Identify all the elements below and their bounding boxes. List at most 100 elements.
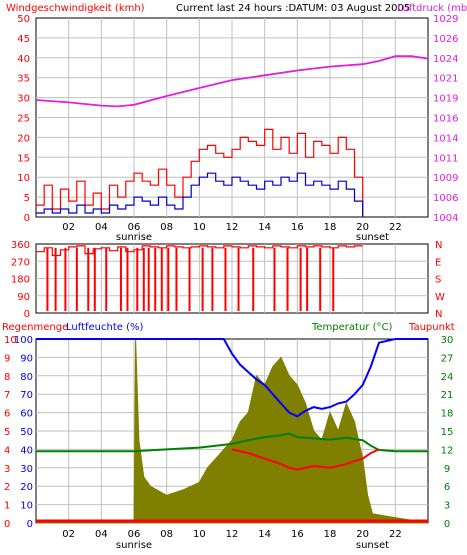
rain-tick-9: 9 bbox=[4, 353, 10, 364]
wind-gust-line bbox=[36, 128, 364, 217]
humidity-tick-100: 100 bbox=[14, 335, 33, 346]
legend-humidity: Luftfeuchte (%) bbox=[66, 322, 144, 333]
wind-direction-line bbox=[36, 245, 363, 257]
rain-tick-6: 6 bbox=[4, 409, 10, 420]
pressure-tick-1019: 1019 bbox=[433, 94, 458, 105]
temperature-tick-24: 24 bbox=[441, 372, 454, 383]
temperature-tick-3: 3 bbox=[444, 501, 450, 512]
humidity-tick-90: 90 bbox=[20, 353, 33, 364]
rain-tick-8: 8 bbox=[4, 372, 10, 383]
wind-tick-40: 40 bbox=[17, 54, 30, 65]
x-tick-label-08: 08 bbox=[160, 222, 173, 233]
x-tick-label-04: 04 bbox=[95, 222, 108, 233]
temperature-tick-6: 6 bbox=[444, 482, 450, 493]
x-tick-label-02: 02 bbox=[62, 529, 75, 540]
humidity-tick-20: 20 bbox=[20, 482, 33, 493]
temperature-tick-21: 21 bbox=[441, 390, 454, 401]
temperature-tick-30: 30 bbox=[441, 335, 454, 346]
pressure-axis-title: Luftdruck (mb) bbox=[397, 3, 467, 14]
legend-dewpoint: Taupunkt bbox=[408, 322, 455, 333]
temperature-tick-18: 18 bbox=[441, 409, 454, 420]
legend-temperature: Temperatur (°C) bbox=[311, 322, 392, 333]
rain-tick-4: 4 bbox=[4, 445, 10, 456]
humidity-tick-80: 80 bbox=[20, 372, 33, 383]
humidity-tick-70: 70 bbox=[20, 390, 33, 401]
legend-rain: Regenmenge bbox=[2, 322, 68, 333]
sunrise-label: sunrise bbox=[116, 232, 152, 243]
chart-title: Current last 24 hours :DATUM: 03 August … bbox=[176, 3, 410, 14]
x-tick-label-14: 14 bbox=[258, 222, 271, 233]
x-tick-label-16: 16 bbox=[291, 222, 304, 233]
x-tick-label-22: 22 bbox=[389, 222, 402, 233]
humidity-tick-0: 0 bbox=[27, 519, 33, 530]
pressure-tick-1029: 1029 bbox=[433, 14, 458, 25]
pressure-tick-1016: 1016 bbox=[433, 114, 458, 125]
x-tick-label-12: 12 bbox=[226, 529, 239, 540]
humidity-line bbox=[36, 338, 428, 418]
x-tick-label-06: 06 bbox=[128, 529, 141, 540]
humidity-tick-10: 10 bbox=[20, 501, 33, 512]
pressure-tick-1024: 1024 bbox=[433, 54, 458, 65]
x-tick-label-20: 20 bbox=[356, 529, 369, 540]
wind-tick-50: 50 bbox=[17, 14, 30, 25]
pressure-tick-1011: 1011 bbox=[433, 153, 458, 164]
direction-tick-0: 0 bbox=[24, 309, 30, 320]
pressure-tick-1006: 1006 bbox=[433, 193, 458, 204]
direction-tick-360: 360 bbox=[11, 240, 30, 251]
rain-tick-10: 10 bbox=[4, 335, 17, 346]
x-tick-label-10: 10 bbox=[193, 529, 206, 540]
rain-tick-5: 5 bbox=[4, 427, 10, 438]
wind-tick-10: 10 bbox=[17, 173, 30, 184]
wind-axis-title: Windgeschwindigkeit (kmh) bbox=[6, 3, 145, 14]
wind-tick-25: 25 bbox=[17, 114, 30, 125]
compass-tick-S-2: S bbox=[435, 275, 441, 286]
x-tick-label-16: 16 bbox=[291, 529, 304, 540]
x-tick-label-06: 06 bbox=[128, 222, 141, 233]
pressure-tick-1004: 1004 bbox=[433, 213, 458, 224]
rain-tick-1: 1 bbox=[4, 501, 10, 512]
pressure-tick-1026: 1026 bbox=[433, 34, 458, 45]
pressure-line bbox=[35, 55, 429, 108]
humidity-temperature-panel: 0123456789100102030405060708090100036912… bbox=[4, 335, 453, 551]
temperature-tick-27: 27 bbox=[441, 353, 454, 364]
pressure-tick-1009: 1009 bbox=[433, 173, 458, 184]
temperature-tick-12: 12 bbox=[441, 445, 454, 456]
direction-tick-270: 270 bbox=[11, 257, 30, 268]
wind-tick-15: 15 bbox=[17, 153, 30, 164]
x-tick-label-20: 20 bbox=[356, 222, 369, 233]
compass-tick-N-4: N bbox=[435, 309, 442, 320]
pressure-tick-1014: 1014 bbox=[433, 133, 458, 144]
wind-tick-0: 0 bbox=[24, 213, 30, 224]
compass-tick-E-1: E bbox=[435, 257, 441, 268]
sunset-label: sunset bbox=[356, 232, 389, 243]
temperature-tick-9: 9 bbox=[444, 464, 450, 475]
sunrise-label: sunrise bbox=[116, 540, 152, 551]
wind-average-line bbox=[36, 172, 364, 217]
rain-tick-0: 0 bbox=[4, 519, 10, 530]
humidity-tick-40: 40 bbox=[20, 445, 33, 456]
x-tick-label-08: 08 bbox=[160, 529, 173, 540]
rain-tick-3: 3 bbox=[4, 464, 10, 475]
x-tick-label-18: 18 bbox=[324, 529, 337, 540]
direction-tick-90: 90 bbox=[17, 292, 30, 303]
wind-tick-45: 45 bbox=[17, 34, 30, 45]
humidity-tick-50: 50 bbox=[20, 427, 33, 438]
x-tick-label-22: 22 bbox=[389, 529, 402, 540]
x-tick-label-14: 14 bbox=[258, 529, 271, 540]
rain-tick-7: 7 bbox=[4, 390, 10, 401]
wind-tick-5: 5 bbox=[24, 193, 30, 204]
humidity-tick-60: 60 bbox=[20, 409, 33, 420]
x-tick-label-02: 02 bbox=[62, 222, 75, 233]
sunset-label: sunset bbox=[356, 540, 389, 551]
lower-legend: Regenmenge Luftfeuchte (%) Temperatur (°… bbox=[2, 322, 455, 333]
direction-tick-180: 180 bbox=[11, 275, 30, 286]
humidity-tick-30: 30 bbox=[20, 464, 33, 475]
rain-tick-2: 2 bbox=[4, 482, 10, 493]
compass-tick-N-0: N bbox=[435, 240, 442, 251]
temperature-tick-15: 15 bbox=[441, 427, 454, 438]
x-tick-label-10: 10 bbox=[193, 222, 206, 233]
wind-pressure-panel: 0510152025303540455010041006100910111014… bbox=[17, 14, 458, 243]
x-tick-label-12: 12 bbox=[226, 222, 239, 233]
